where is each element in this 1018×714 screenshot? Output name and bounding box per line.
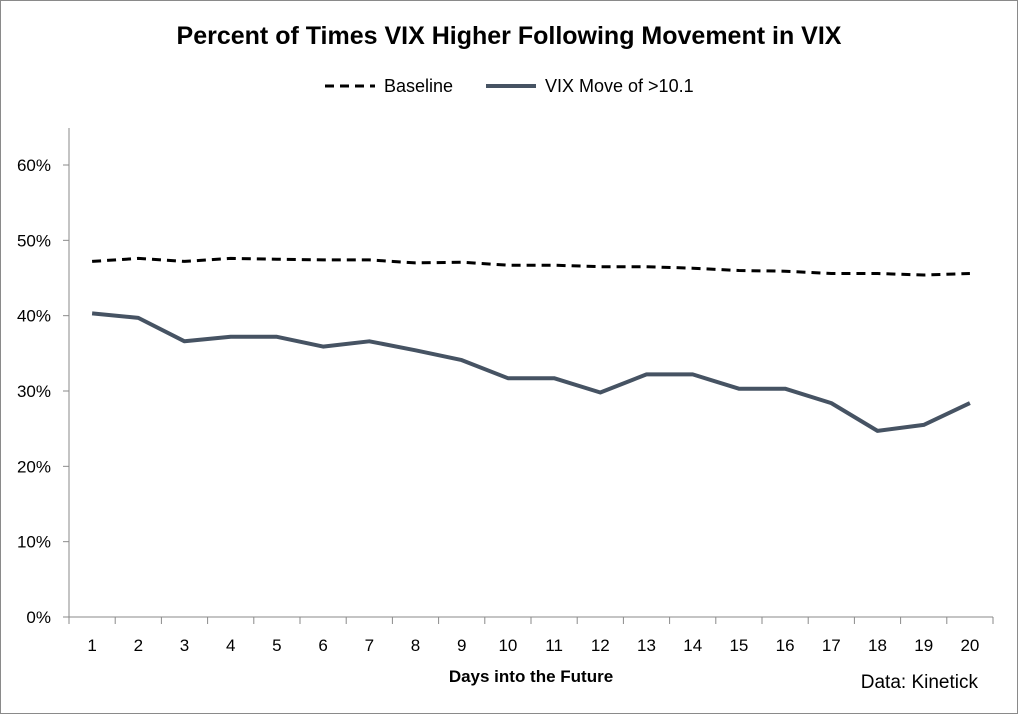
x-tick-label: 4: [226, 636, 235, 655]
x-tick-label: 6: [318, 636, 327, 655]
legend-label-baseline: Baseline: [384, 76, 453, 96]
y-tick-label: 20%: [17, 457, 51, 476]
y-tick-label: 30%: [17, 382, 51, 401]
chart-title: Percent of Times VIX Higher Following Mo…: [177, 22, 842, 50]
x-axis-title: Days into the Future: [449, 667, 613, 686]
x-tick-label: 14: [683, 636, 702, 655]
x-tick-label: 20: [960, 636, 979, 655]
x-tick-label: 3: [180, 636, 189, 655]
y-tick-label: 60%: [17, 156, 51, 175]
y-tick-label: 0%: [26, 608, 51, 627]
legend-label-vix-move: VIX Move of >10.1: [545, 76, 694, 96]
plot-area: 0%10%20%30%40%50%60%1 2 3 4 5 6 7 8 9 10 11 12 13 14 1…: [17, 128, 994, 655]
source-note: Data: Kinetick: [861, 672, 979, 693]
x-tick-label: 7: [365, 636, 374, 655]
y-tick-label: 40%: [17, 307, 51, 326]
x-tick-label: 9: [457, 636, 466, 655]
y-tick-label: 10%: [17, 533, 51, 552]
series-line-vix-move: [91, 311, 971, 433]
x-tick-label: 17: [822, 636, 841, 655]
x-tick-label: 1: [87, 636, 96, 655]
legend: Baseline VIX Move of >10.1: [325, 76, 694, 96]
x-tick-label: 15: [729, 636, 748, 655]
x-tick-label: 10: [498, 636, 517, 655]
x-tick-label: 13: [637, 636, 656, 655]
x-tick-label: 18: [868, 636, 887, 655]
y-tick-label: 50%: [17, 231, 51, 250]
series-line-baseline: [92, 256, 970, 277]
x-tick-label: 16: [776, 636, 795, 655]
x-tick-label: 8: [411, 636, 420, 655]
x-tick-label: 11: [545, 636, 563, 655]
x-tick-label: 12: [591, 636, 610, 655]
x-tick-label: 5: [272, 636, 281, 655]
x-tick-label: 2: [134, 636, 143, 655]
x-tick-label: 19: [914, 636, 933, 655]
